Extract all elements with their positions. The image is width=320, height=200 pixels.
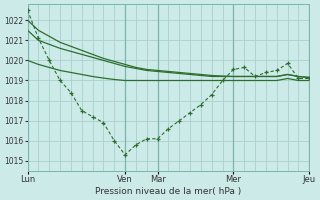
X-axis label: Pression niveau de la mer( hPa ): Pression niveau de la mer( hPa ) [95, 187, 242, 196]
